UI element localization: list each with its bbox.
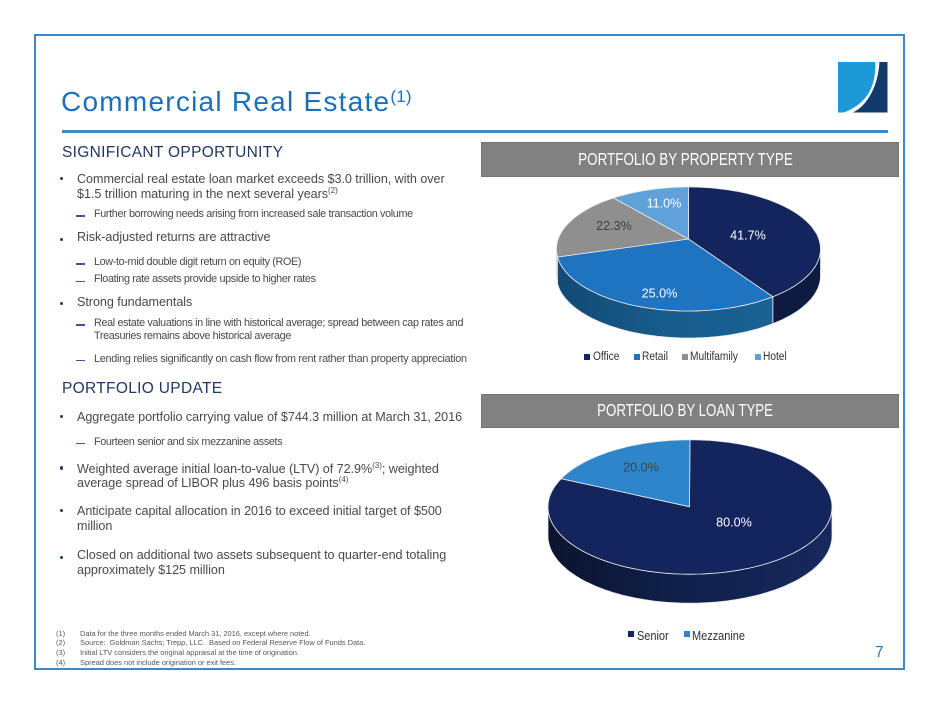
svg-text:11.0%: 11.0% bbox=[647, 196, 682, 210]
svg-text:41.7%: 41.7% bbox=[730, 229, 766, 243]
svg-text:22.3%: 22.3% bbox=[596, 219, 632, 233]
svg-text:20.0%: 20.0% bbox=[623, 461, 659, 475]
svg-text:80.0%: 80.0% bbox=[716, 516, 752, 530]
svg-text:25.0%: 25.0% bbox=[642, 287, 678, 301]
